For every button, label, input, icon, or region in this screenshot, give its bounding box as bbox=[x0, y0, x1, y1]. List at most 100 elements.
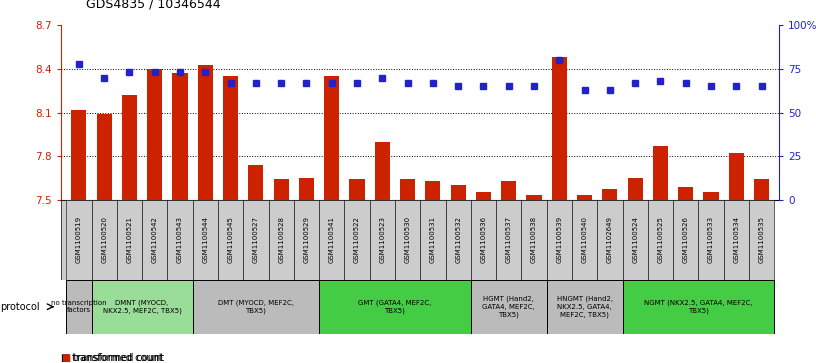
Text: GSM1100519: GSM1100519 bbox=[76, 216, 82, 263]
Text: HGMT (Hand2,
GATA4, MEF2C,
TBX5): HGMT (Hand2, GATA4, MEF2C, TBX5) bbox=[482, 296, 535, 318]
Text: GSM1100524: GSM1100524 bbox=[632, 216, 638, 263]
Bar bbox=[450, 185, 466, 200]
Bar bbox=[223, 76, 238, 200]
Text: ■: ■ bbox=[61, 352, 70, 363]
Text: no transcription
factors: no transcription factors bbox=[51, 300, 107, 314]
Bar bbox=[749, 200, 774, 280]
Bar bbox=[552, 57, 567, 200]
Text: GSM1100527: GSM1100527 bbox=[253, 216, 259, 263]
Bar bbox=[572, 200, 597, 280]
Bar bbox=[577, 195, 592, 200]
Bar bbox=[653, 146, 668, 200]
Text: GSM1100537: GSM1100537 bbox=[506, 216, 512, 263]
Text: GSM1100532: GSM1100532 bbox=[455, 216, 461, 263]
Text: GSM1100544: GSM1100544 bbox=[202, 216, 208, 263]
Bar bbox=[400, 179, 415, 200]
Bar bbox=[673, 200, 698, 280]
Text: GSM1100530: GSM1100530 bbox=[405, 216, 410, 263]
Text: GSM1100531: GSM1100531 bbox=[430, 216, 436, 263]
Text: DMNT (MYOCD,
NKX2.5, MEF2C, TBX5): DMNT (MYOCD, NKX2.5, MEF2C, TBX5) bbox=[103, 299, 181, 314]
Bar bbox=[66, 200, 91, 280]
Bar bbox=[678, 187, 694, 200]
Text: ■ transformed count: ■ transformed count bbox=[61, 352, 164, 363]
Text: GSM1100529: GSM1100529 bbox=[304, 216, 309, 263]
Text: GSM1100525: GSM1100525 bbox=[658, 216, 663, 263]
Bar bbox=[476, 192, 491, 200]
Bar bbox=[425, 181, 441, 200]
Text: GSM1100523: GSM1100523 bbox=[379, 216, 385, 263]
Text: GMT (GATA4, MEF2C,
TBX5): GMT (GATA4, MEF2C, TBX5) bbox=[358, 299, 432, 314]
Text: protocol: protocol bbox=[0, 302, 40, 312]
Text: DMT (MYOCD, MEF2C,
TBX5): DMT (MYOCD, MEF2C, TBX5) bbox=[218, 299, 294, 314]
Bar bbox=[91, 200, 117, 280]
Text: GSM1100545: GSM1100545 bbox=[228, 216, 233, 263]
Text: GSM1100528: GSM1100528 bbox=[278, 216, 284, 263]
Bar bbox=[623, 200, 648, 280]
Text: GSM1100540: GSM1100540 bbox=[582, 216, 588, 263]
Bar bbox=[324, 76, 339, 200]
Text: GSM1100522: GSM1100522 bbox=[354, 216, 360, 263]
Bar bbox=[167, 200, 193, 280]
Bar bbox=[370, 200, 395, 280]
Bar bbox=[648, 200, 673, 280]
Bar bbox=[66, 280, 91, 334]
Bar bbox=[319, 200, 344, 280]
Text: HNGMT (Hand2,
NKX2.5, GATA4,
MEF2C, TBX5): HNGMT (Hand2, NKX2.5, GATA4, MEF2C, TBX5… bbox=[557, 296, 613, 318]
Bar bbox=[349, 179, 365, 200]
Bar bbox=[248, 165, 264, 200]
Bar bbox=[344, 200, 370, 280]
Bar bbox=[273, 179, 289, 200]
Bar bbox=[375, 142, 390, 200]
Bar bbox=[526, 195, 542, 200]
Text: GSM1100526: GSM1100526 bbox=[683, 216, 689, 263]
Bar bbox=[724, 200, 749, 280]
Bar bbox=[501, 181, 517, 200]
Bar bbox=[218, 200, 243, 280]
Bar bbox=[172, 73, 188, 200]
Bar bbox=[96, 114, 112, 200]
Bar bbox=[147, 69, 162, 200]
Text: GSM1100521: GSM1100521 bbox=[126, 216, 132, 263]
Text: GSM1102649: GSM1102649 bbox=[607, 216, 613, 263]
Bar bbox=[420, 200, 446, 280]
Bar bbox=[193, 280, 319, 334]
Text: GSM1100536: GSM1100536 bbox=[481, 216, 486, 263]
Bar bbox=[628, 178, 643, 200]
Text: GSM1100539: GSM1100539 bbox=[557, 216, 562, 263]
Bar bbox=[142, 200, 167, 280]
Text: GSM1100543: GSM1100543 bbox=[177, 216, 183, 263]
Text: transformed count: transformed count bbox=[72, 352, 162, 363]
Bar bbox=[698, 200, 724, 280]
Bar bbox=[299, 178, 314, 200]
Text: GSM1100542: GSM1100542 bbox=[152, 216, 157, 263]
Bar bbox=[471, 200, 496, 280]
Bar bbox=[521, 200, 547, 280]
Bar bbox=[91, 280, 193, 334]
Bar bbox=[597, 200, 623, 280]
Bar bbox=[197, 65, 213, 200]
Bar bbox=[193, 200, 218, 280]
Bar bbox=[122, 95, 137, 200]
Bar bbox=[729, 153, 744, 200]
Text: GSM1100541: GSM1100541 bbox=[329, 216, 335, 263]
Bar bbox=[243, 200, 268, 280]
Text: GSM1100520: GSM1100520 bbox=[101, 216, 107, 263]
Text: GSM1100535: GSM1100535 bbox=[759, 216, 765, 263]
Text: GSM1100533: GSM1100533 bbox=[708, 216, 714, 263]
Text: GSM1100534: GSM1100534 bbox=[734, 216, 739, 263]
Bar bbox=[754, 179, 769, 200]
Text: GSM1100538: GSM1100538 bbox=[531, 216, 537, 263]
Text: NGMT (NKX2.5, GATA4, MEF2C,
TBX5): NGMT (NKX2.5, GATA4, MEF2C, TBX5) bbox=[644, 299, 752, 314]
Text: GDS4835 / 10346544: GDS4835 / 10346544 bbox=[86, 0, 220, 11]
Bar bbox=[395, 200, 420, 280]
Bar bbox=[71, 110, 86, 200]
Bar bbox=[496, 200, 521, 280]
Bar bbox=[471, 280, 547, 334]
Bar bbox=[268, 200, 294, 280]
Bar bbox=[547, 280, 623, 334]
Bar bbox=[319, 280, 471, 334]
Bar bbox=[623, 280, 774, 334]
Bar bbox=[703, 192, 719, 200]
Bar bbox=[602, 189, 618, 200]
Bar bbox=[294, 200, 319, 280]
